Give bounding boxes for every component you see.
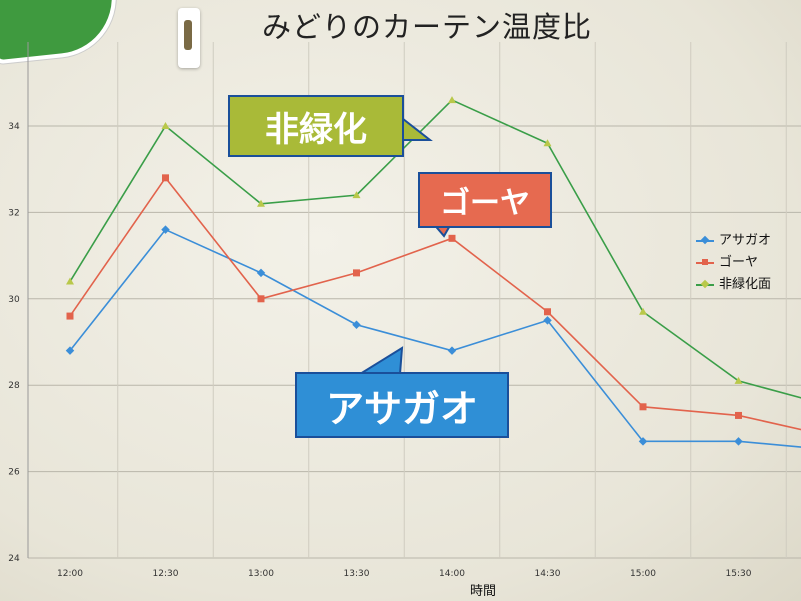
data-point-asagao xyxy=(65,346,75,355)
x-tick-label: 12:00 xyxy=(57,569,83,579)
data-point-non-green xyxy=(543,139,552,147)
legend-marker-asagao xyxy=(696,240,714,242)
data-point-goya xyxy=(162,174,169,182)
x-tick-label: 14:00 xyxy=(439,569,465,579)
data-point-goya xyxy=(66,312,74,320)
chart-legend: アサガオ ゴーヤ 非緑化面 xyxy=(696,230,771,296)
data-point-goya xyxy=(448,234,456,242)
data-point-non-green xyxy=(448,96,456,104)
y-tick-label: 26 xyxy=(8,468,20,478)
callout-asagao: アサガオ xyxy=(295,372,509,438)
legend-label-non-green: 非緑化面 xyxy=(719,277,772,292)
legend-marker-goya xyxy=(696,259,714,265)
data-point-non-green xyxy=(66,277,74,285)
callout-non-green: 非緑化 xyxy=(228,95,404,157)
y-tick-label: 24 xyxy=(8,554,20,564)
data-point-non-green xyxy=(352,191,361,199)
data-point-goya xyxy=(257,295,265,303)
data-point-non-green xyxy=(257,199,265,207)
x-tick-label: 15:30 xyxy=(726,569,752,579)
data-point-asagao xyxy=(161,225,170,234)
x-tick-label: 12:30 xyxy=(153,569,179,579)
y-tick-label: 32 xyxy=(8,208,19,218)
x-tick-label: 13:00 xyxy=(248,569,274,579)
chart-title: みどりのカーテン温度比 xyxy=(262,10,593,44)
series-line-non-green xyxy=(69,99,801,399)
legend-item-non-green: 非緑化面 xyxy=(696,274,771,296)
legend-label-goya: ゴーヤ xyxy=(719,255,759,270)
y-tick-label: 28 xyxy=(8,381,20,391)
data-point-goya xyxy=(639,403,647,411)
data-point-asagao xyxy=(447,346,457,355)
data-point-goya xyxy=(353,269,360,277)
legend-item-goya: ゴーヤ xyxy=(696,252,771,274)
data-point-asagao xyxy=(352,320,361,329)
data-point-asagao xyxy=(543,316,552,325)
data-point-asagao xyxy=(256,268,266,278)
x-tick-label: 14:30 xyxy=(535,569,561,579)
data-point-non-green xyxy=(639,307,647,315)
y-tick-label: 34 xyxy=(8,122,20,132)
legend-label-asagao: アサガオ xyxy=(719,233,772,248)
data-point-goya xyxy=(544,308,551,316)
x-tick-label: 15:00 xyxy=(630,569,656,579)
data-point-asagao xyxy=(638,437,648,446)
legend-item-asagao: アサガオ xyxy=(696,230,771,252)
x-axis-label: 時間 xyxy=(470,584,497,599)
callout-pointer-asagao xyxy=(356,346,404,375)
data-point-goya xyxy=(735,411,742,419)
data-point-asagao xyxy=(734,437,743,446)
data-point-non-green xyxy=(161,122,170,129)
y-tick-label: 30 xyxy=(8,295,20,305)
data-point-non-green xyxy=(734,376,743,384)
legend-marker-non-green xyxy=(696,284,714,286)
x-tick-label: 13:30 xyxy=(344,569,370,579)
clip-decoration xyxy=(178,8,200,68)
callout-goya: ゴーヤ xyxy=(418,172,552,228)
